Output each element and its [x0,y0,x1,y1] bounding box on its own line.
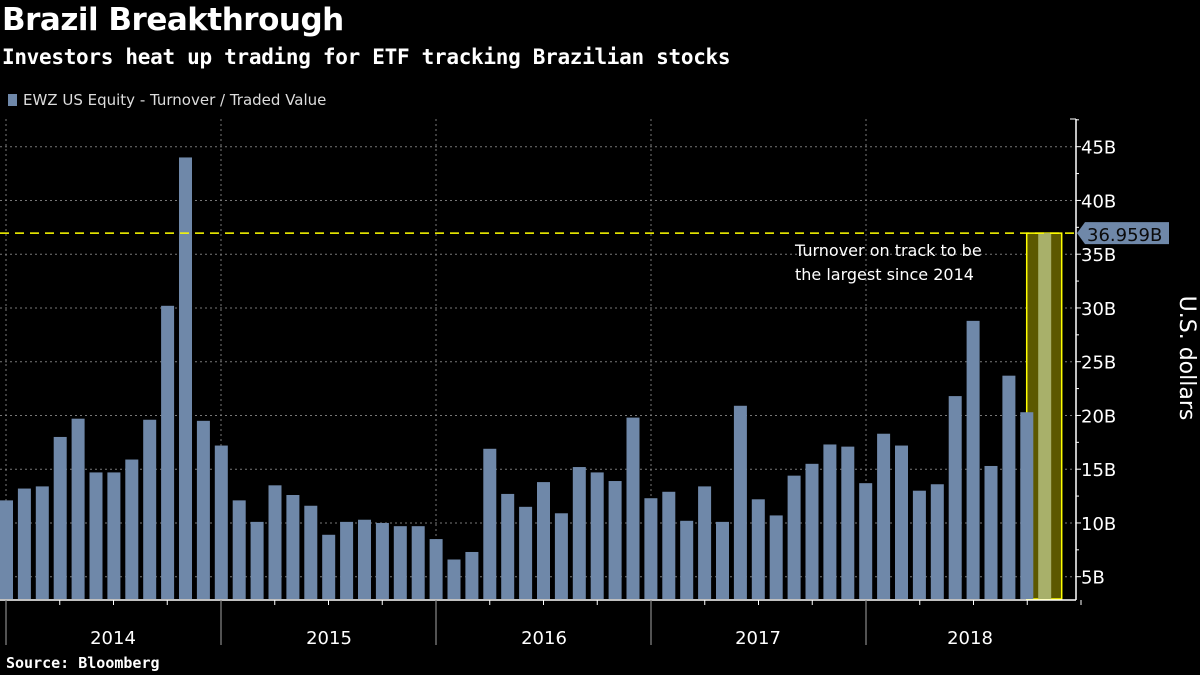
bar [787,475,801,599]
bar [340,521,354,599]
bar [53,436,67,599]
y-axis-title: U.S. dollars [1174,296,1199,421]
highlighted-bar [1038,233,1052,599]
bar [608,481,622,599]
bar [554,513,568,599]
bar [304,505,318,599]
x-year-label: 2017 [735,628,781,649]
x-year-label: 2014 [90,628,136,649]
bar [769,515,783,599]
bar [751,499,765,599]
y-tick-label: 5B [1081,568,1105,589]
bar [519,506,533,599]
bar [716,521,729,599]
bar [501,493,515,599]
bar [644,498,658,599]
chart-title: Brazil Breakthrough [2,2,344,38]
bar [214,445,228,599]
bar [930,484,944,599]
bar [250,521,264,599]
y-tick-label: 20B [1081,406,1116,427]
bar [823,444,837,599]
bar [465,551,479,599]
bar [268,485,282,599]
bar [895,445,908,599]
chart-subtitle: Investors heat up trading for ETF tracki… [2,45,731,69]
bar [483,448,497,599]
bar [698,486,712,599]
y-tick-label: 45B [1081,138,1116,159]
bar [107,472,121,599]
bar [537,482,550,599]
y-tick-label: 40B [1081,191,1116,212]
bar [71,418,85,599]
bar [984,465,998,599]
bar [358,519,371,599]
x-year-label: 2016 [521,628,567,649]
source-note: Source: Bloomberg [6,654,160,672]
x-year-label: 2018 [947,628,993,649]
bar [877,433,891,599]
bar [232,500,246,599]
annotation-text: the largest since 2014 [795,265,974,284]
bar [375,522,389,599]
bar [1020,412,1034,599]
value-label-box [1077,222,1169,245]
bar [805,463,819,599]
bar [912,490,926,599]
value-label-text: 36.959B [1087,225,1162,246]
x-year-label: 2015 [306,628,352,649]
y-tick-label: 35B [1081,245,1116,266]
bar [680,520,694,599]
y-tick-label: 10B [1081,514,1116,535]
bar [447,559,461,599]
y-tick-label: 15B [1081,460,1116,481]
bar [859,483,873,599]
annotation-text: Turnover on track to be [794,241,982,260]
bar [841,446,855,599]
bar [35,486,49,599]
y-tick-label: 25B [1081,353,1116,374]
legend-swatch [8,94,17,106]
bar [161,305,175,599]
bar [411,526,425,599]
bar [17,488,31,599]
bar [429,539,443,599]
bar [89,472,103,599]
legend: EWZ US Equity - Turnover / Traded Value [8,91,326,109]
bar [948,396,962,599]
legend-label: EWZ US Equity - Turnover / Traded Value [23,91,327,109]
bar [626,417,640,599]
bar [393,526,407,599]
bar [966,320,980,599]
bar [0,500,13,599]
bar [1002,375,1016,599]
bar [143,419,157,599]
bar [322,534,336,599]
bar [662,491,676,599]
bar [179,157,192,599]
bar [286,495,300,599]
bar [196,420,210,599]
bar [572,467,586,599]
bar [590,472,604,599]
bar [125,459,139,599]
y-tick-label: 30B [1081,299,1116,320]
bar [733,405,747,599]
